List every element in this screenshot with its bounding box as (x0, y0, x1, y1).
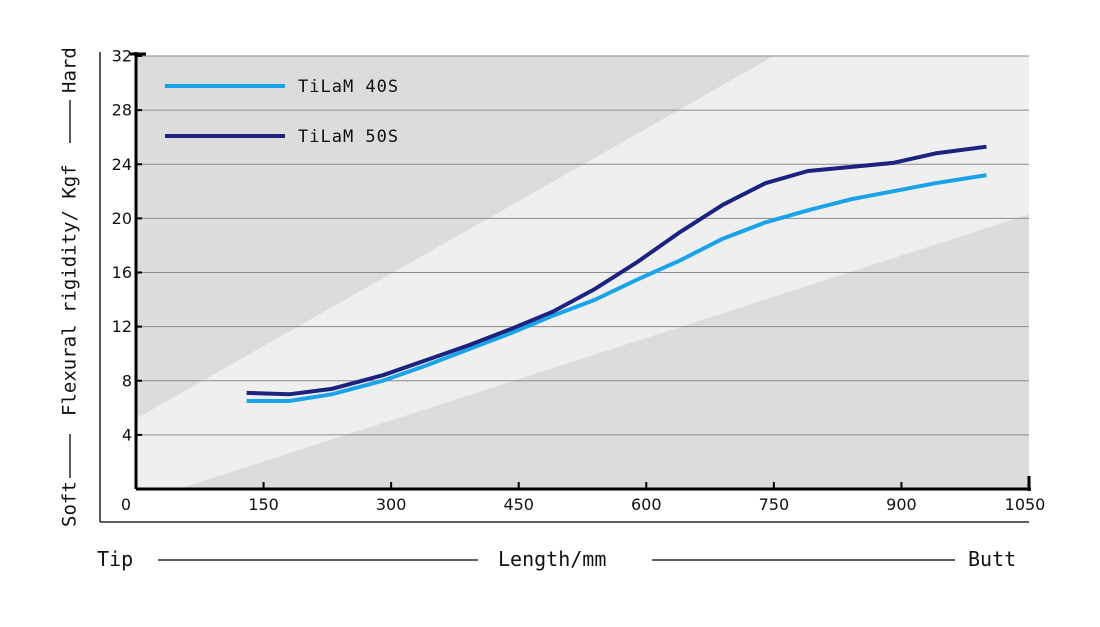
legend: TiLaM 40S TiLaM 50S (165, 77, 399, 147)
x-tick-label-150: 150 (248, 495, 279, 514)
y-tick-label-24: 24 (112, 155, 132, 174)
series-lines (246, 144, 987, 403)
series-line-tilam-40s (246, 173, 987, 403)
y-axis-low-label: Soft (59, 481, 81, 527)
legend-label-tilam-50s: TiLaM 50S (298, 127, 399, 147)
x-axis-left-label: Tip (97, 547, 133, 571)
x-tick-label-1050: 1050 (1005, 495, 1046, 514)
x-tick-label-0: 0 (121, 495, 131, 514)
y-tick-label-12: 12 (112, 317, 132, 336)
x-tick-label-900: 900 (886, 495, 917, 514)
y-ticks: 4 8 12 16 20 24 28 32 (112, 47, 142, 444)
y-tick-label-4: 4 (122, 425, 132, 444)
x-tick-label-300: 300 (376, 495, 407, 514)
y-axis-title: Flexural rigidity/ Kgf (59, 164, 81, 416)
x-tick-label-450: 450 (503, 495, 534, 514)
y-axis-high-label: Hard (59, 47, 81, 93)
x-axis-right-label: Butt (968, 547, 1016, 571)
y-tick-label-28: 28 (112, 101, 132, 120)
y-tick-label-20: 20 (112, 209, 132, 228)
y-tick-label-16: 16 (112, 263, 132, 282)
legend-label-tilam-40s: TiLaM 40S (298, 77, 399, 97)
series-line-tilam-50s (246, 144, 987, 397)
x-ticks: 0 150 300 450 600 750 900 1050 (121, 482, 1045, 514)
y-tick-label-32: 32 (112, 47, 132, 66)
x-tick-label-750: 750 (759, 495, 790, 514)
y-tick-label-8: 8 (122, 371, 132, 390)
x-tick-label-600: 600 (631, 495, 662, 514)
x-axis-title: Length/mm (498, 547, 606, 571)
